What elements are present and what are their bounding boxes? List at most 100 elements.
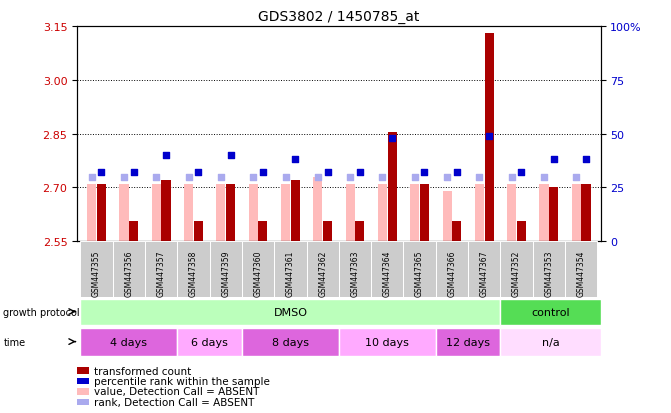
- Bar: [435, 242, 468, 297]
- Bar: [242, 242, 274, 297]
- Bar: [152, 184, 161, 242]
- Text: growth protocol: growth protocol: [3, 307, 80, 317]
- Bar: [177, 328, 242, 356]
- Bar: [356, 222, 364, 242]
- Point: [484, 133, 495, 140]
- Point: [548, 157, 559, 163]
- Bar: [194, 222, 203, 242]
- Bar: [582, 184, 590, 242]
- Text: GSM447359: GSM447359: [221, 250, 230, 297]
- Bar: [209, 242, 242, 297]
- Bar: [403, 242, 435, 297]
- Bar: [81, 242, 113, 297]
- Bar: [184, 184, 193, 242]
- Text: GSM447356: GSM447356: [124, 250, 134, 297]
- Text: GSM447361: GSM447361: [286, 250, 295, 296]
- Point: [225, 152, 236, 159]
- Bar: [323, 222, 332, 242]
- Point: [442, 174, 452, 180]
- Point: [345, 174, 356, 180]
- Bar: [572, 184, 581, 242]
- Text: transformed count: transformed count: [94, 366, 191, 376]
- Point: [193, 170, 204, 176]
- Point: [474, 174, 484, 180]
- Bar: [378, 184, 387, 242]
- Bar: [258, 222, 268, 242]
- Point: [258, 170, 268, 176]
- Point: [571, 174, 582, 180]
- Bar: [119, 184, 129, 242]
- Bar: [87, 184, 96, 242]
- Bar: [339, 242, 371, 297]
- Point: [248, 174, 258, 180]
- Text: 4 days: 4 days: [110, 337, 148, 347]
- Text: GSM447360: GSM447360: [254, 250, 262, 297]
- Point: [409, 174, 420, 180]
- Bar: [113, 242, 145, 297]
- Point: [160, 152, 171, 159]
- Bar: [388, 133, 397, 242]
- Bar: [435, 328, 501, 356]
- Point: [539, 174, 550, 180]
- Point: [322, 170, 333, 176]
- Text: DMSO: DMSO: [273, 307, 307, 317]
- Text: value, Detection Call = ABSENT: value, Detection Call = ABSENT: [94, 387, 259, 396]
- Point: [354, 170, 365, 176]
- Bar: [217, 184, 225, 242]
- Bar: [249, 184, 258, 242]
- Bar: [484, 34, 494, 242]
- Bar: [517, 222, 526, 242]
- Text: GSM447365: GSM447365: [415, 250, 424, 297]
- Bar: [81, 299, 501, 325]
- Bar: [468, 242, 501, 297]
- Point: [452, 170, 462, 176]
- Point: [128, 170, 139, 176]
- Text: GSM447357: GSM447357: [156, 250, 166, 297]
- Text: GSM447366: GSM447366: [448, 250, 456, 297]
- Bar: [226, 184, 235, 242]
- Bar: [162, 181, 170, 242]
- Text: 6 days: 6 days: [191, 337, 228, 347]
- Point: [119, 174, 130, 180]
- Text: GSM447367: GSM447367: [480, 250, 488, 297]
- Bar: [565, 242, 597, 297]
- Point: [183, 174, 194, 180]
- Bar: [501, 328, 601, 356]
- Point: [516, 170, 527, 176]
- Bar: [177, 242, 209, 297]
- Bar: [501, 242, 533, 297]
- Bar: [539, 184, 548, 242]
- Text: rank, Detection Call = ABSENT: rank, Detection Call = ABSENT: [94, 397, 254, 407]
- Point: [313, 174, 323, 180]
- Bar: [291, 181, 300, 242]
- Bar: [371, 242, 403, 297]
- Bar: [420, 184, 429, 242]
- Bar: [410, 184, 419, 242]
- Text: GSM447353: GSM447353: [544, 250, 554, 297]
- Point: [377, 174, 388, 180]
- Text: 12 days: 12 days: [446, 337, 490, 347]
- Bar: [97, 184, 106, 242]
- Bar: [443, 192, 452, 242]
- Text: GSM447355: GSM447355: [92, 250, 101, 297]
- Bar: [130, 222, 138, 242]
- Text: GSM447363: GSM447363: [350, 250, 360, 297]
- Point: [151, 174, 162, 180]
- Bar: [549, 188, 558, 242]
- Point: [386, 135, 397, 142]
- Bar: [475, 184, 484, 242]
- Text: 10 days: 10 days: [366, 337, 409, 347]
- Bar: [307, 242, 339, 297]
- Point: [507, 174, 517, 180]
- Text: 8 days: 8 days: [272, 337, 309, 347]
- Bar: [507, 184, 516, 242]
- Point: [280, 174, 291, 180]
- Text: GSM447364: GSM447364: [383, 250, 392, 297]
- Bar: [242, 328, 339, 356]
- Text: n/a: n/a: [541, 337, 560, 347]
- Text: GSM447358: GSM447358: [189, 250, 198, 296]
- Bar: [313, 177, 322, 242]
- Bar: [501, 299, 601, 325]
- Text: GSM447362: GSM447362: [318, 250, 327, 296]
- Bar: [145, 242, 177, 297]
